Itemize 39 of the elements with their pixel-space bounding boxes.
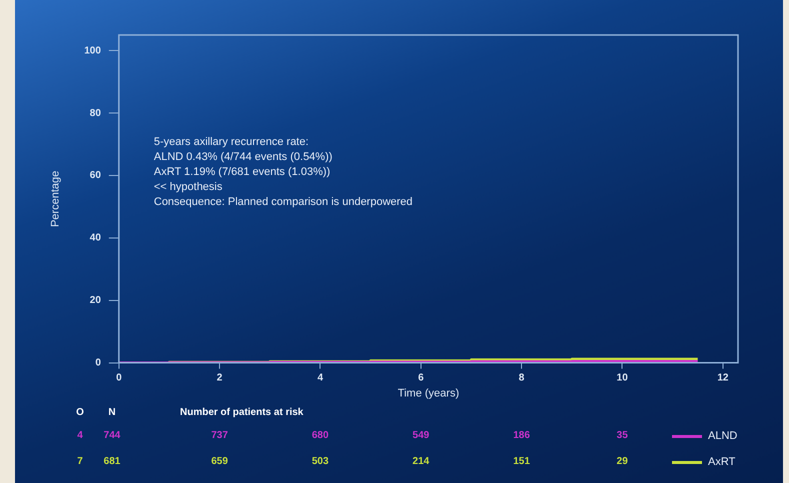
annotation: AxRT 1.19% (7/681 events (1.03%)): [154, 165, 332, 180]
y-tick-label: 40: [90, 232, 102, 244]
y-tick-label: 20: [90, 295, 102, 306]
text: 4: [77, 430, 83, 441]
x-tick-label: 10: [616, 372, 628, 384]
x-axis-title: Time (years): [398, 387, 460, 400]
y-axis-title: Percentage: [50, 170, 62, 228]
text: 151: [513, 456, 530, 467]
text: 214: [412, 456, 430, 467]
x-tick-label: 6: [418, 372, 424, 384]
x-tick-label: 8: [518, 372, 525, 384]
text: Number of patients at risk: [180, 407, 304, 418]
text: 7: [77, 456, 83, 467]
y-tick-label: 0: [95, 358, 102, 369]
text: 659: [211, 456, 228, 467]
x-tick-label: 2: [216, 372, 223, 384]
text: 35: [616, 430, 628, 441]
text: 737: [211, 430, 228, 441]
annotation: ALND 0.43% (4/744 events (0.54%)): [154, 150, 334, 165]
text: 549: [412, 430, 430, 441]
text: 680: [312, 430, 329, 441]
text: O: [76, 407, 84, 418]
legend-label: AxRT: [708, 456, 736, 468]
legend-label: ALND: [708, 430, 738, 442]
text: 681: [104, 456, 120, 467]
y-tick-label: 80: [90, 108, 102, 119]
x-tick-label: 4: [317, 372, 324, 384]
annotation: 5-years axillary recurrence rate:: [154, 135, 310, 150]
y-tick-label: 60: [90, 170, 102, 182]
y-tick-label: 100: [84, 45, 102, 56]
annotation: << hypothesis: [154, 180, 224, 195]
x-tick-label: 0: [116, 372, 122, 384]
text: 186: [513, 430, 530, 441]
text: N: [108, 407, 116, 418]
text: 744: [104, 430, 120, 441]
annotation: Consequence: Planned comparison is underpowered: [154, 195, 413, 210]
text: 29: [616, 456, 628, 467]
text: 503: [312, 456, 329, 467]
x-tick-label: 12: [717, 372, 729, 384]
